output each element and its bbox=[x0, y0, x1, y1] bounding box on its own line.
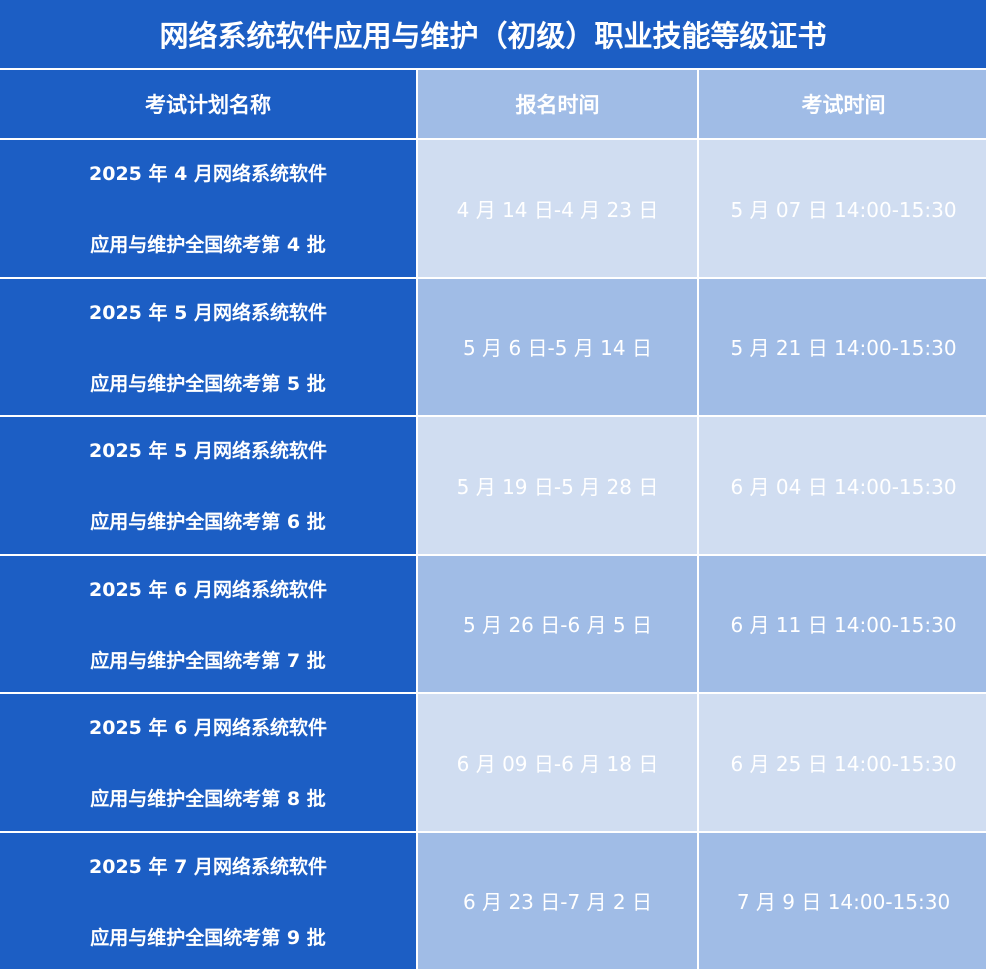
plan-name-line: 应用与维护全国统考第 6 批 bbox=[90, 511, 326, 534]
plan-name-line: 2025 年 6 月网络系统软件 bbox=[89, 578, 327, 601]
plan-name-line: 2025 年 5 月网络系统软件 bbox=[89, 440, 327, 463]
exam-schedule-table: 考试计划名称 报名时间 考试时间 2025 年 4 月网络系统软件 应用与维护全国… bbox=[0, 70, 986, 969]
registration-time-cell: 5 月 26 日-6 月 5 日 bbox=[418, 555, 697, 692]
plan-name-line: 应用与维护全国统考第 9 批 bbox=[90, 926, 326, 949]
exam-time-cell: 7 月 9 日 14:00-15:30 bbox=[699, 832, 986, 969]
plan-name-line: 2025 年 4 月网络系统软件 bbox=[89, 163, 327, 186]
plan-name-cell: 2025 年 6 月网络系统软件 应用与维护全国统考第 7 批 bbox=[0, 555, 416, 692]
registration-time-cell: 6 月 09 日-6 月 18 日 bbox=[418, 694, 697, 831]
exam-time-cell: 6 月 11 日 14:00-15:30 bbox=[699, 555, 986, 692]
exam-time-cell: 6 月 04 日 14:00-15:30 bbox=[699, 417, 986, 554]
registration-time-cell: 5 月 6 日-5 月 14 日 bbox=[418, 278, 697, 415]
plan-name-cell: 2025 年 6 月网络系统软件 应用与维护全国统考第 8 批 bbox=[0, 694, 416, 831]
exam-time-cell: 6 月 25 日 14:00-15:30 bbox=[699, 694, 986, 831]
plan-name-line: 应用与维护全国统考第 4 批 bbox=[90, 234, 326, 257]
header-registration-time: 报名时间 bbox=[418, 70, 697, 138]
plan-name-cell: 2025 年 7 月网络系统软件 应用与维护全国统考第 9 批 bbox=[0, 832, 416, 969]
plan-name-line: 应用与维护全国统考第 5 批 bbox=[90, 372, 326, 395]
plan-name-line: 2025 年 6 月网络系统软件 bbox=[89, 717, 327, 740]
plan-name-cell: 2025 年 4 月网络系统软件 应用与维护全国统考第 4 批 bbox=[0, 140, 416, 277]
plan-name-line: 2025 年 5 月网络系统软件 bbox=[89, 301, 327, 324]
table-title: 网络系统软件应用与维护（初级）职业技能等级证书 bbox=[0, 0, 986, 68]
plan-name-cell: 2025 年 5 月网络系统软件 应用与维护全国统考第 5 批 bbox=[0, 278, 416, 415]
header-plan-name: 考试计划名称 bbox=[0, 70, 416, 138]
exam-time-cell: 5 月 21 日 14:00-15:30 bbox=[699, 278, 986, 415]
registration-time-cell: 5 月 19 日-5 月 28 日 bbox=[418, 417, 697, 554]
plan-name-line: 应用与维护全国统考第 8 批 bbox=[90, 788, 326, 811]
exam-time-cell: 5 月 07 日 14:00-15:30 bbox=[699, 140, 986, 277]
plan-name-line: 应用与维护全国统考第 7 批 bbox=[90, 649, 326, 672]
header-exam-time: 考试时间 bbox=[699, 70, 986, 138]
plan-name-line: 2025 年 7 月网络系统软件 bbox=[89, 855, 327, 878]
registration-time-cell: 6 月 23 日-7 月 2 日 bbox=[418, 832, 697, 969]
plan-name-cell: 2025 年 5 月网络系统软件 应用与维护全国统考第 6 批 bbox=[0, 417, 416, 554]
registration-time-cell: 4 月 14 日-4 月 23 日 bbox=[418, 140, 697, 277]
